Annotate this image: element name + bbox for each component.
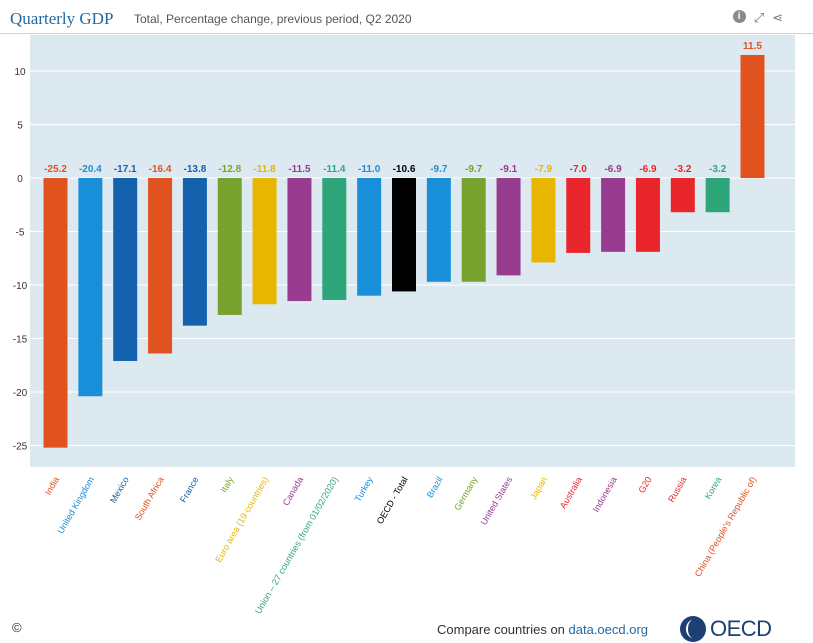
data-label: -3.2 [674, 164, 692, 175]
bar [252, 178, 277, 305]
data-label: -10.6 [393, 164, 416, 175]
data-label: -3.2 [709, 164, 727, 175]
data-label: -25.2 [44, 164, 67, 175]
x-tick-label: Turkey [353, 475, 375, 504]
y-tick-label: -5 [16, 228, 25, 239]
data-label: -7.9 [535, 164, 553, 175]
data-label: -11.0 [358, 164, 381, 175]
data-label: -17.1 [114, 164, 137, 175]
x-tick-label: Australia [558, 475, 584, 510]
x-tick-label: France [178, 475, 201, 504]
x-tick-label: Canada [281, 475, 305, 507]
bar [287, 178, 312, 302]
x-tick-label: G20 [637, 475, 654, 495]
bar [601, 178, 626, 252]
y-tick-label: 10 [14, 67, 26, 78]
bar [322, 178, 347, 300]
data-label: -16.4 [149, 164, 172, 175]
x-tick-label: Mexico [108, 475, 131, 505]
bar [78, 178, 103, 397]
bar [43, 178, 68, 448]
data-label: -11.8 [253, 164, 276, 175]
data-label: -7.0 [570, 164, 588, 175]
y-tick-label: -25 [13, 442, 28, 453]
data-label: -9.7 [465, 164, 483, 175]
y-tick-label: 5 [17, 121, 23, 132]
bar [566, 178, 591, 253]
bar [148, 178, 173, 354]
compare-prefix: Compare countries on [437, 622, 569, 637]
data-label: 11.5 [743, 41, 762, 52]
data-label: -6.9 [639, 164, 657, 175]
bar [426, 178, 451, 282]
bar [531, 178, 556, 263]
oecd-logo[interactable]: OECD [680, 616, 772, 642]
bar [392, 178, 416, 292]
x-tick-label: Japan [528, 475, 549, 501]
fullscreen-icon[interactable]: ⤢ [753, 10, 765, 25]
compare-countries-text: Compare countries on data.oecd.org [437, 622, 648, 637]
bar-chart: 10 5 0 -5 -10 -15 -20 -25 -25.2 India -20.4 United … [13, 35, 795, 615]
data-label: -12.8 [218, 164, 241, 175]
oecd-globe-icon [680, 616, 706, 642]
data-label: -20.4 [79, 164, 102, 175]
bar [635, 178, 660, 252]
x-tick-label: Germany [452, 475, 479, 512]
y-tick-label: -20 [13, 388, 28, 399]
data-label: -11.5 [288, 164, 311, 175]
bar [496, 178, 521, 276]
share-icon[interactable]: ⋖ [772, 10, 783, 25]
bar [461, 178, 486, 282]
chart-title: Quarterly GDP [10, 9, 114, 28]
data-label: -9.7 [430, 164, 448, 175]
bar [670, 178, 695, 213]
x-tick-label: United Kingdom [55, 475, 96, 535]
x-tick-label: China (People's Republic of) [693, 475, 759, 579]
bar [740, 54, 765, 179]
bar [113, 178, 138, 361]
data-label: -11.4 [323, 164, 346, 175]
oecd-logo-text: OECD [710, 616, 772, 641]
data-oecd-link[interactable]: data.oecd.org [568, 622, 649, 637]
x-tick-label: Italy [219, 475, 236, 495]
bar [705, 178, 730, 213]
copyright: © [12, 620, 22, 635]
data-label: -6.9 [604, 164, 622, 175]
header-divider [0, 33, 813, 34]
chart-subtitle: Total, Percentage change, previous perio… [134, 12, 412, 26]
bar [357, 178, 382, 296]
x-tick-label: India [43, 475, 61, 497]
y-tick-label: -10 [13, 281, 28, 292]
info-icon[interactable]: i [732, 10, 746, 23]
x-tick-label: Brazil [425, 475, 445, 499]
data-label: -9.1 [500, 164, 518, 175]
y-tick-label: 0 [17, 174, 23, 185]
data-label: -13.8 [184, 164, 207, 175]
bar [217, 178, 242, 315]
x-tick-label: Indonesia [591, 475, 619, 514]
x-tick-label: Korea [703, 475, 724, 501]
y-tick-label: -15 [13, 335, 28, 346]
x-tick-label: South Africa [133, 475, 166, 522]
x-tick-label: OECD - Total [375, 475, 410, 526]
bar [182, 178, 207, 326]
x-tick-label: Russia [666, 475, 688, 504]
x-tick-label: United States [479, 475, 515, 527]
toolbar: i ⤢ ⋖ [732, 10, 783, 26]
